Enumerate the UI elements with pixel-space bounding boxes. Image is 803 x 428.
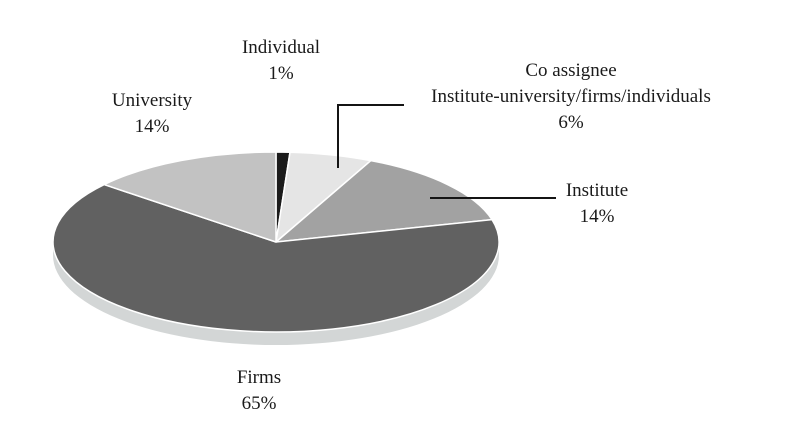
slice-label-pct: 14%	[134, 116, 170, 137]
pie-slice-university	[103, 151, 277, 243]
slice-label-name: Co assignee	[525, 60, 617, 81]
slice-label-pct: 1%	[268, 63, 294, 84]
slice-label-subname: Institute-university/firms/individuals	[431, 86, 711, 107]
slice-label-name: Firms	[236, 367, 282, 388]
pie-slice-firms	[52, 183, 500, 333]
slice-label-name: Institute	[565, 180, 629, 201]
slice-label-firms: Firms 65%	[237, 365, 281, 417]
slice-label-individual: Individual 1%	[242, 35, 320, 87]
pie-slice-institute	[275, 159, 493, 243]
slice-label-name: University	[111, 90, 193, 111]
slice-label-institute: Institute 14%	[566, 178, 628, 230]
slice-label-pct: 65%	[241, 393, 277, 414]
slice-label-co-assignee: Co assignee Institute-university/firms/i…	[431, 58, 711, 136]
slice-label-university: University 14%	[112, 88, 192, 140]
slice-label-name: Individual	[241, 37, 321, 58]
co-assignee-leader-line	[337, 104, 404, 168]
slice-label-pct: 14%	[579, 206, 615, 227]
slice-label-pct: 6%	[558, 112, 584, 133]
pie-body	[52, 151, 500, 345]
